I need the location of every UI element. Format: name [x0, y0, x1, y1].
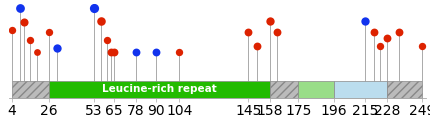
Point — [176, 50, 183, 53]
Bar — [49, 81, 270, 98]
Point — [419, 45, 426, 47]
Point — [384, 37, 390, 39]
Point — [34, 50, 40, 53]
Point — [253, 45, 260, 47]
Point — [111, 50, 117, 53]
Point — [267, 19, 273, 22]
Point — [97, 19, 104, 22]
Point — [245, 31, 252, 33]
Bar — [387, 81, 422, 98]
Point — [45, 31, 52, 33]
Point — [132, 50, 139, 53]
Point — [362, 19, 369, 22]
Point — [108, 50, 114, 53]
Point — [153, 50, 160, 53]
Point — [9, 29, 15, 31]
Point — [104, 39, 111, 41]
Point — [396, 31, 402, 33]
Point — [370, 31, 377, 33]
Point — [91, 7, 98, 9]
Bar — [298, 81, 334, 98]
Bar — [270, 81, 298, 98]
Point — [273, 31, 280, 33]
Point — [54, 47, 61, 49]
Point — [20, 21, 27, 23]
Text: Leucine-rich repeat: Leucine-rich repeat — [102, 84, 217, 94]
Point — [377, 45, 384, 47]
Point — [27, 39, 34, 41]
Bar — [334, 81, 387, 98]
Bar — [12, 81, 49, 98]
Point — [17, 7, 24, 9]
